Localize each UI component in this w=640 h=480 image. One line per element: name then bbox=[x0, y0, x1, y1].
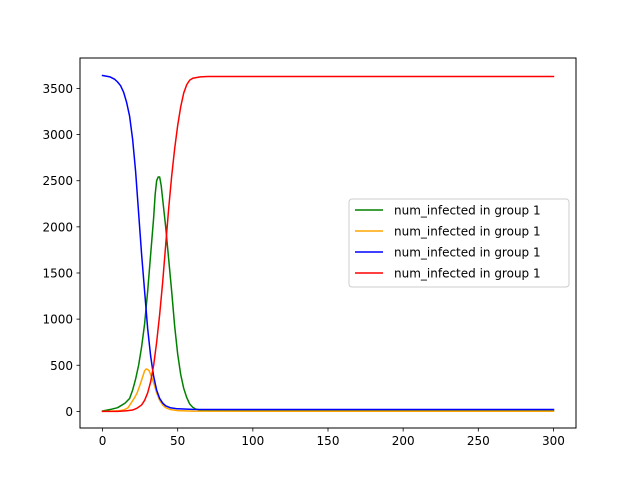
x-tick-label: 250 bbox=[467, 434, 490, 448]
x-tick-label: 50 bbox=[170, 434, 185, 448]
y-tick-label: 1500 bbox=[42, 266, 73, 280]
y-tick-label: 1000 bbox=[42, 313, 73, 327]
y-tick-label: 3000 bbox=[42, 128, 73, 142]
series-line-2 bbox=[101, 368, 555, 413]
x-tick-label: 300 bbox=[542, 434, 565, 448]
legend-label-1: num_infected in group 1 bbox=[394, 204, 541, 218]
y-tick-label: 500 bbox=[50, 359, 73, 373]
y-tick-label: 2000 bbox=[42, 220, 73, 234]
legend-entries: num_infected in group 1 num_infected in g… bbox=[355, 204, 541, 281]
legend-label-4: num_infected in group 1 bbox=[394, 267, 541, 281]
legend-box bbox=[348, 198, 570, 288]
y-tick-label: 3500 bbox=[42, 82, 73, 96]
y-tick-label: 0 bbox=[65, 405, 73, 419]
x-tick-label: 150 bbox=[317, 434, 340, 448]
series-line-4 bbox=[101, 75, 555, 413]
x-tick-label: 0 bbox=[99, 434, 107, 448]
y-axis: 0 500 1000 1500 2000 2500 3000 3500 bbox=[42, 82, 80, 419]
x-tick-label: 200 bbox=[392, 434, 415, 448]
y-tick-label: 2500 bbox=[42, 174, 73, 188]
legend-label-3: num_infected in group 1 bbox=[394, 246, 541, 260]
x-axis: 0 50 100 150 200 250 300 bbox=[99, 428, 565, 448]
series-layer bbox=[101, 74, 555, 413]
series-line-3 bbox=[101, 74, 555, 411]
legend: num_infected in group 1 num_infected in g… bbox=[348, 198, 570, 288]
x-tick-label: 100 bbox=[241, 434, 264, 448]
legend-label-2: num_infected in group 1 bbox=[394, 225, 541, 239]
